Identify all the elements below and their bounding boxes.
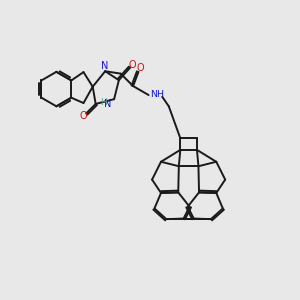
Text: H: H [100,98,107,106]
Text: N: N [101,61,108,71]
Text: O: O [136,63,144,73]
Text: O: O [80,111,88,121]
Text: NH: NH [150,90,164,99]
Text: O: O [129,60,136,70]
Text: N: N [104,99,111,109]
